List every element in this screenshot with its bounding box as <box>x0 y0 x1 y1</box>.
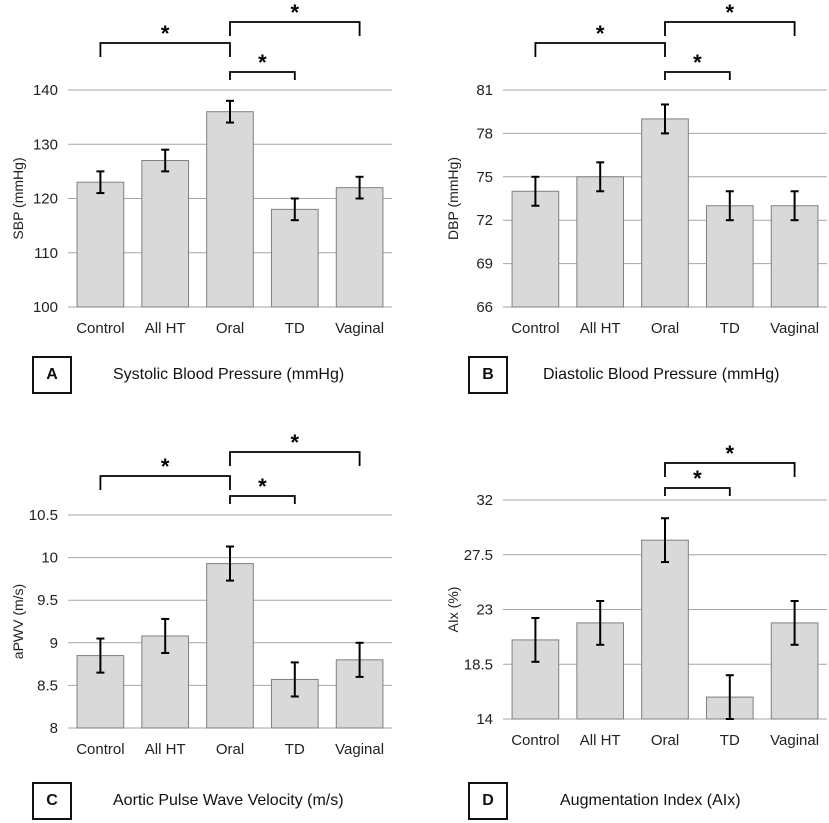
x-category-label: Oral <box>216 320 244 337</box>
significance-bracket <box>229 451 361 466</box>
bar-oral <box>641 539 689 720</box>
significance-star: * <box>258 50 267 75</box>
bar-oral <box>641 118 689 308</box>
significance-star: * <box>161 454 170 479</box>
x-category-label: TD <box>285 320 305 337</box>
x-category-label: All HT <box>145 741 186 758</box>
panel-caption-d: Augmentation Index (AIx) <box>560 792 741 809</box>
y-tick-label: 69 <box>476 256 493 273</box>
x-category-label: All HT <box>145 320 186 337</box>
y-tick-label: 120 <box>33 191 58 208</box>
x-category-label: All HT <box>580 320 621 337</box>
y-tick-label: 100 <box>33 299 58 316</box>
y-tick-label: 10.5 <box>29 507 58 524</box>
x-category-label: Control <box>76 320 124 337</box>
significance-bracket <box>664 462 796 477</box>
panel-label-d: D <box>468 782 508 820</box>
x-category-label: Control <box>511 320 559 337</box>
bar-td <box>705 205 754 308</box>
y-tick-label: 72 <box>476 212 493 229</box>
x-category-label: Vaginal <box>335 741 384 758</box>
x-category-label: Vaginal <box>335 320 384 337</box>
significance-bracket <box>534 42 666 57</box>
panel-caption-a: Systolic Blood Pressure (mmHg) <box>113 366 345 383</box>
panel-label-b: B <box>468 356 508 394</box>
y-tick-label: 27.5 <box>464 547 493 564</box>
significance-star: * <box>693 466 702 491</box>
x-category-label: Control <box>76 741 124 758</box>
significance-bracket <box>664 21 796 36</box>
significance-bracket <box>99 475 231 490</box>
significance-bracket <box>99 42 231 57</box>
significance-star: * <box>291 430 300 455</box>
panel-caption-c: Aortic Pulse Wave Velocity (m/s) <box>113 792 344 809</box>
y-axis-label: SBP (mmHg) <box>10 157 26 239</box>
x-category-label: Vaginal <box>770 732 819 749</box>
significance-bracket <box>229 495 296 504</box>
y-tick-label: 8 <box>50 720 58 737</box>
significance-star: * <box>726 0 735 25</box>
y-tick-label: 23 <box>476 602 493 619</box>
panel-label-a: A <box>32 356 72 394</box>
significance-star: * <box>291 0 300 25</box>
significance-bracket <box>664 487 731 496</box>
x-category-label: Oral <box>651 732 679 749</box>
y-tick-label: 9 <box>50 635 58 652</box>
significance-bracket <box>229 71 296 80</box>
significance-star: * <box>596 21 605 46</box>
y-tick-label: 18.5 <box>464 656 493 673</box>
bar-control <box>76 181 125 308</box>
y-tick-label: 75 <box>476 169 493 186</box>
bar-vaginal <box>770 205 819 308</box>
x-category-label: Oral <box>651 320 679 337</box>
bar-all-ht <box>576 176 625 308</box>
significance-star: * <box>693 50 702 75</box>
panel-caption-b: Diastolic Blood Pressure (mmHg) <box>543 366 780 383</box>
significance-star: * <box>726 441 735 466</box>
y-tick-label: 130 <box>33 136 58 153</box>
significance-star: * <box>161 21 170 46</box>
significance-bracket <box>229 21 361 36</box>
bar-oral <box>206 111 254 308</box>
significance-bracket <box>664 71 731 80</box>
y-tick-label: 78 <box>476 125 493 142</box>
bar-all-ht <box>141 160 190 308</box>
y-axis-label: aPWV (m/s) <box>10 584 26 659</box>
y-tick-label: 81 <box>476 82 493 99</box>
y-axis-label: AIx (%) <box>445 587 461 633</box>
x-category-label: TD <box>720 320 740 337</box>
x-category-label: Control <box>511 732 559 749</box>
panel-label-c: C <box>32 782 72 820</box>
x-category-label: TD <box>285 741 305 758</box>
significance-star: * <box>258 474 267 499</box>
x-category-label: TD <box>720 732 740 749</box>
y-tick-label: 14 <box>476 711 493 728</box>
y-tick-label: 140 <box>33 82 58 99</box>
y-tick-label: 9.5 <box>37 592 58 609</box>
y-tick-label: 8.5 <box>37 677 58 694</box>
y-tick-label: 66 <box>476 299 493 316</box>
y-tick-label: 110 <box>34 245 58 262</box>
y-tick-label: 32 <box>476 492 493 509</box>
bar-vaginal <box>335 187 384 308</box>
y-axis-label: DBP (mmHg) <box>445 157 461 240</box>
x-category-label: All HT <box>580 732 621 749</box>
x-category-label: Vaginal <box>770 320 819 337</box>
y-tick-label: 10 <box>41 550 58 567</box>
x-category-label: Oral <box>216 741 244 758</box>
